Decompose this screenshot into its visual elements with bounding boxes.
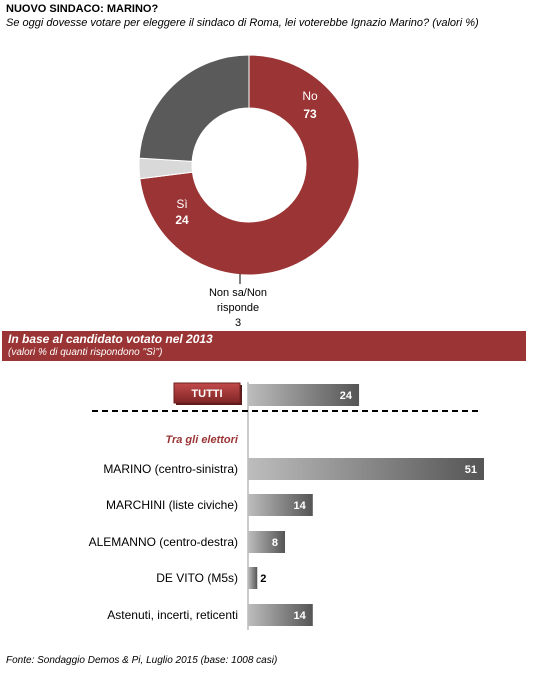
bar-total: [248, 384, 360, 406]
section-subtitle: (valori % di quanti rispondono "Sì"): [8, 347, 163, 358]
category-label-2: ALEMANNO (centro-destra): [89, 535, 238, 549]
section-title: In base al candidato votato nel 2013: [8, 332, 213, 346]
total-button: [173, 382, 241, 404]
category-label-3: DE VITO (M5s): [156, 571, 238, 585]
bar-value-2: 8: [272, 537, 278, 549]
section-header: In base al candidato votato nel 2013 (va…: [2, 331, 526, 361]
bar-value-3: 2: [260, 573, 266, 585]
source-note: Fonte: Sondaggio Demos & Pi, Luglio 2015…: [6, 655, 278, 666]
category-label-1: MARCHINI (liste civiche): [106, 498, 238, 512]
total-label: TUTTI: [191, 388, 222, 400]
bar-2: [248, 531, 286, 553]
category-label-0: MARINO (centro-sinistra): [103, 462, 238, 476]
slice-label-no: No: [302, 89, 318, 103]
bar-4: [248, 604, 313, 626]
bar-3: [248, 567, 258, 589]
bar-value-4: 14: [294, 610, 307, 622]
bar-value-1: 14: [294, 500, 307, 512]
slice-label-nonsa: Non sa/Non: [209, 287, 267, 299]
bar-value-0: 51: [465, 464, 477, 476]
category-label-4: Astenuti, incerti, reticenti: [107, 608, 238, 622]
bar-1: [248, 494, 313, 516]
slice-value-si: 24: [175, 213, 189, 227]
slice-value-nonsa: 3: [235, 317, 241, 329]
slice-label-si: Sì: [176, 197, 187, 211]
bar-total-value: 24: [340, 390, 353, 402]
group-label: Tra gli elettori: [165, 434, 238, 446]
donut-chart: No 73 Sì 24 Non sa/Non risponde 3: [138, 54, 360, 329]
slice-label-nonsa-2: risponde: [217, 302, 259, 314]
donut-slice-2: [138, 54, 250, 162]
chart-title: NUOVO SINDACO: MARINO?: [6, 3, 159, 15]
chart-subtitle: Se oggi dovesse votare per eleggere il s…: [6, 17, 479, 29]
donut-slice-0: [139, 54, 360, 276]
slice-value-no: 73: [303, 107, 317, 121]
bar-0: [248, 458, 484, 480]
